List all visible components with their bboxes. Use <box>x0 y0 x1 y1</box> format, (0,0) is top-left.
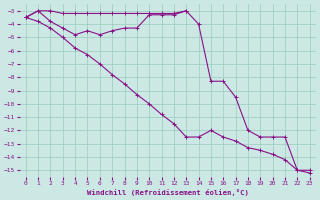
X-axis label: Windchill (Refroidissement éolien,°C): Windchill (Refroidissement éolien,°C) <box>87 189 249 196</box>
